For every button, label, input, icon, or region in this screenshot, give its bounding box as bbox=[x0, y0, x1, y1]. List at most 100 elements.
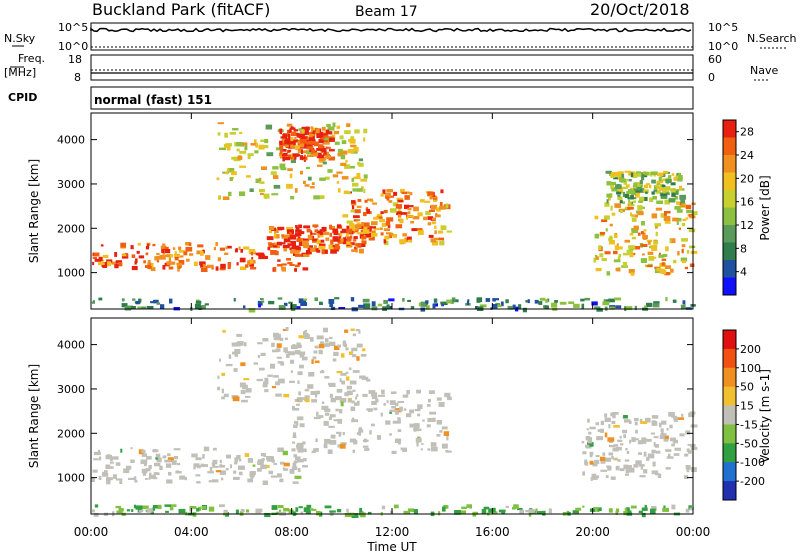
data-cell bbox=[528, 509, 535, 514]
data-cell bbox=[383, 299, 388, 304]
data-cell bbox=[625, 306, 633, 310]
data-cell bbox=[582, 471, 585, 476]
data-cell bbox=[318, 144, 324, 149]
data-cell bbox=[325, 237, 330, 241]
data-cell bbox=[404, 195, 410, 200]
data-cell bbox=[677, 251, 680, 256]
data-cell bbox=[413, 206, 419, 212]
data-cell bbox=[527, 299, 530, 304]
data-cell bbox=[223, 393, 229, 398]
data-cell bbox=[296, 442, 304, 448]
data-cell bbox=[119, 480, 123, 484]
data-cell bbox=[317, 230, 323, 236]
data-cell bbox=[356, 432, 360, 435]
data-cell bbox=[512, 304, 516, 309]
data-cell bbox=[300, 302, 308, 306]
data-cell bbox=[310, 231, 313, 236]
data-cell bbox=[107, 454, 111, 457]
data-cell bbox=[339, 443, 346, 449]
data-cell bbox=[313, 245, 317, 249]
data-cell bbox=[196, 250, 203, 255]
data-cell bbox=[615, 510, 618, 515]
data-cell bbox=[164, 459, 171, 463]
data-cell bbox=[653, 301, 660, 304]
data-cell bbox=[297, 140, 302, 146]
data-cell bbox=[591, 301, 598, 306]
data-cell bbox=[434, 225, 437, 229]
data-cell bbox=[295, 507, 299, 512]
data-cell bbox=[440, 189, 444, 194]
data-cell bbox=[258, 367, 265, 371]
data-cell bbox=[213, 246, 216, 251]
data-cell bbox=[98, 456, 102, 461]
data-cell bbox=[300, 511, 304, 515]
data-cell bbox=[299, 139, 307, 144]
data-cell bbox=[299, 423, 305, 428]
data-cell bbox=[258, 304, 261, 308]
data-cell bbox=[664, 216, 670, 221]
data-cell bbox=[112, 456, 119, 460]
data-cell bbox=[225, 171, 228, 175]
data-cell bbox=[261, 166, 267, 170]
data-cell bbox=[635, 190, 640, 194]
data-cell bbox=[260, 464, 267, 470]
data-cell bbox=[433, 298, 438, 303]
data-cell bbox=[288, 351, 295, 356]
data-cell bbox=[395, 204, 403, 209]
data-cell bbox=[399, 188, 405, 193]
data-cell bbox=[346, 240, 351, 245]
data-cell bbox=[433, 199, 437, 203]
data-cell bbox=[652, 196, 657, 200]
data-cell bbox=[284, 144, 289, 148]
data-cell bbox=[171, 261, 176, 265]
data-cell bbox=[689, 215, 696, 219]
data-cell bbox=[219, 358, 222, 362]
data-cell bbox=[371, 230, 376, 234]
data-cell bbox=[219, 267, 226, 271]
data-cell bbox=[409, 409, 414, 414]
data-cell bbox=[604, 432, 608, 438]
cpid-label: CPID bbox=[8, 91, 37, 104]
data-cell bbox=[660, 193, 667, 197]
data-cell bbox=[186, 258, 190, 262]
data-cell bbox=[413, 509, 418, 514]
data-cell bbox=[386, 217, 394, 222]
data-cell bbox=[644, 171, 649, 176]
data-cell bbox=[358, 304, 365, 308]
data-cell bbox=[272, 349, 278, 353]
data-cell bbox=[305, 509, 311, 515]
data-cell bbox=[346, 376, 350, 381]
data-cell bbox=[287, 261, 293, 265]
data-cell bbox=[363, 303, 371, 309]
freq-unit: [MHz] bbox=[4, 66, 36, 79]
data-cell bbox=[188, 242, 192, 246]
data-cell bbox=[645, 417, 651, 423]
data-cell bbox=[624, 179, 628, 182]
data-cell bbox=[296, 133, 300, 138]
data-cell bbox=[674, 205, 681, 210]
data-cell bbox=[316, 335, 324, 340]
data-cell bbox=[328, 244, 334, 250]
data-cell bbox=[389, 433, 392, 436]
data-cell bbox=[196, 507, 200, 512]
data-cell bbox=[138, 509, 144, 513]
data-cell bbox=[307, 154, 314, 157]
data-cell bbox=[427, 448, 431, 451]
data-cell bbox=[237, 341, 244, 346]
data-cell bbox=[141, 306, 147, 309]
data-cell bbox=[239, 165, 246, 168]
data-cell bbox=[615, 465, 620, 471]
data-cell bbox=[294, 268, 297, 272]
data-cell bbox=[430, 446, 438, 452]
data-cell bbox=[652, 303, 660, 308]
data-cell bbox=[240, 508, 245, 513]
data-cell bbox=[680, 204, 686, 208]
data-cell bbox=[239, 150, 247, 154]
data-cell bbox=[147, 259, 151, 265]
data-cell bbox=[109, 461, 114, 464]
data-cell bbox=[173, 254, 180, 257]
data-cell bbox=[591, 473, 597, 479]
data-cell bbox=[261, 300, 265, 303]
data-cell bbox=[364, 199, 368, 203]
data-cell bbox=[292, 408, 300, 411]
